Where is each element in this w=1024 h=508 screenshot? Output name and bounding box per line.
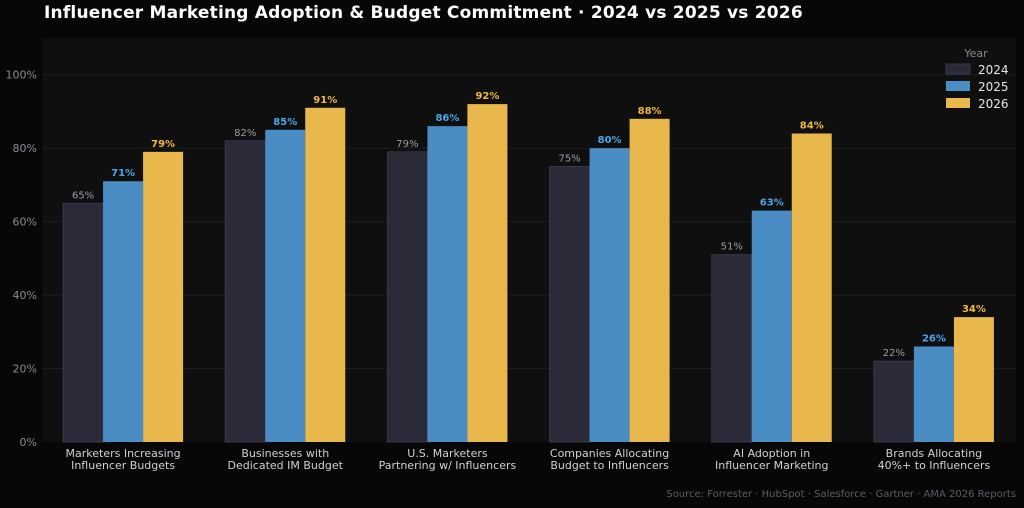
data-label-2026: 91% (313, 95, 337, 106)
y-tick-label: 40% (13, 289, 37, 302)
data-label-2026: 92% (475, 91, 499, 102)
x-axis: Marketers Increasing Influencer Budgets Bu… (66, 447, 991, 472)
bar-2025 (103, 181, 144, 442)
data-label-2025: 26% (922, 334, 946, 345)
x-tick-label: Companies Allocating Budget to Influencer… (550, 447, 669, 472)
bar-2024 (224, 140, 266, 443)
data-label-2024: 65% (72, 190, 94, 201)
y-tick-label: 60% (13, 216, 37, 229)
legend-swatch-2026 (946, 98, 970, 108)
legend-swatch-2024 (945, 63, 971, 75)
data-label-2025: 71% (111, 168, 135, 179)
legend-swatch-2025 (946, 81, 970, 91)
data-label-2024: 51% (721, 242, 743, 253)
data-label-2026: 79% (151, 139, 175, 150)
x-tick-label: U.S. Marketers Partnering w/ Influencers (379, 447, 517, 472)
data-label-2026: 34% (962, 304, 986, 315)
y-tick-label: 80% (13, 142, 37, 155)
bar-2024 (873, 360, 915, 443)
x-tick-label: Marketers Increasing Influencer Budgets (66, 447, 181, 472)
bar-2026 (629, 118, 670, 443)
plot-area (43, 38, 1016, 442)
x-tick-label: Businesses with Dedicated IM Budget (228, 447, 344, 472)
data-label-2024: 82% (234, 128, 256, 139)
data-label-2024: 79% (396, 139, 418, 150)
data-label-2025: 85% (273, 117, 297, 128)
bar-2024 (386, 151, 428, 443)
bar-2024 (62, 202, 104, 443)
legend-label-2024: 2024 (978, 63, 1009, 77)
y-axis: 0% 20% 40% 60% 80% 100% (6, 69, 37, 449)
legend-label-2025: 2025 (978, 80, 1009, 94)
data-label-2025: 80% (598, 135, 622, 146)
data-label-2026: 88% (638, 106, 662, 117)
x-tick-label: Brands Allocating 40%+ to Influencers (878, 447, 991, 472)
chart-title: Influencer Marketing Adoption & Budget C… (44, 3, 803, 23)
legend-title: Year (963, 47, 988, 60)
data-label-2025: 86% (435, 113, 459, 124)
bar-2024 (549, 166, 591, 443)
source-note: Source: Forrester · HubSpot · Salesforce… (666, 489, 1016, 500)
legend-label-2026: 2026 (978, 97, 1009, 111)
bars: 65% 71% 79% 82% 85% 91% 79% 86% 92% 75% 80% 88% 51% 6… (62, 91, 994, 443)
bar-2026 (953, 317, 994, 442)
data-label-2026: 84% (800, 120, 824, 131)
bar-2026 (467, 104, 508, 442)
data-label-2024: 22% (883, 348, 905, 359)
bar-2025 (751, 210, 792, 442)
bar-2025 (265, 129, 306, 442)
bar-2026 (791, 133, 832, 442)
y-tick-label: 20% (13, 363, 37, 376)
bar-2025 (427, 126, 468, 443)
grid-lines (43, 74, 1016, 370)
data-label-2024: 75% (558, 154, 580, 165)
data-label-2025: 63% (760, 198, 784, 209)
x-tick-label: AI Adoption in Influencer Marketing (715, 447, 829, 472)
bar-2024 (711, 254, 753, 443)
legend: Year 2024 2025 2026 (945, 47, 1009, 111)
y-tick-label: 100% (6, 69, 37, 82)
bar-2025 (589, 148, 630, 442)
bar-2026 (143, 151, 184, 442)
y-tick-label: 0% (20, 436, 37, 449)
bar-2025 (913, 346, 954, 442)
bar-2026 (305, 107, 346, 443)
